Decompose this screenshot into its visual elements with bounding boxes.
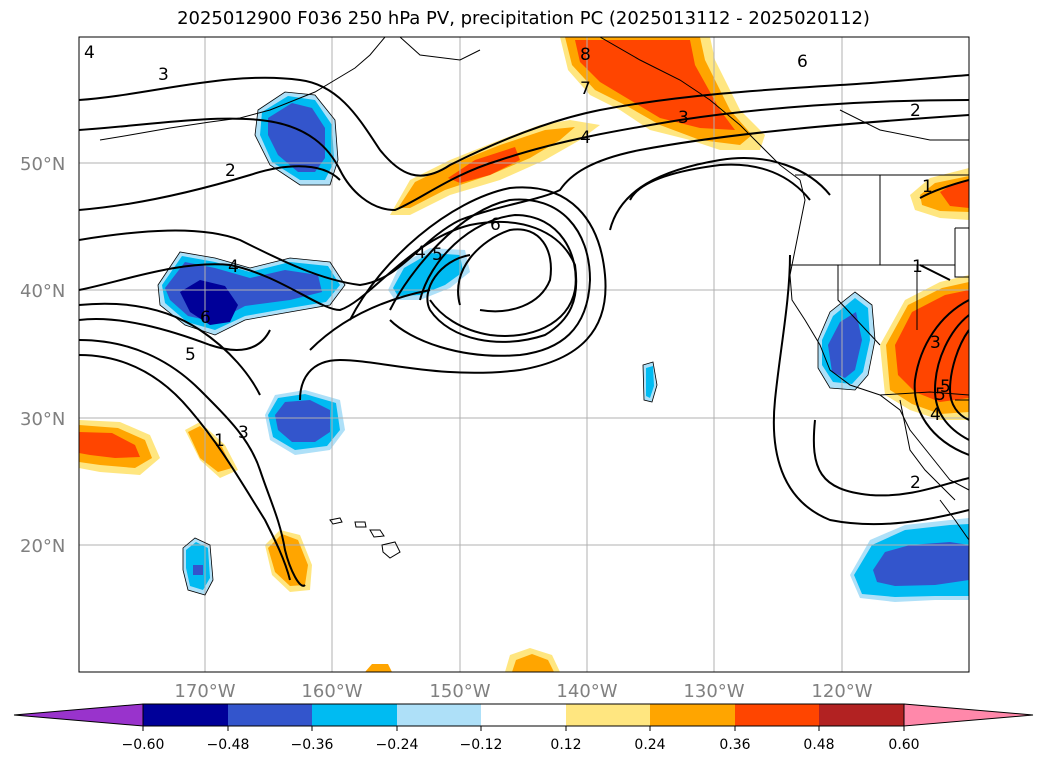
contour-label: 4 <box>930 405 941 425</box>
colorbar-extend-high <box>903 703 1034 727</box>
contour-label: 5 <box>940 377 951 397</box>
colorbar-swatch <box>819 704 904 726</box>
colorbar-tick-label: 0.12 <box>550 737 581 753</box>
colorbar-tick-label: 0.48 <box>803 737 834 753</box>
lon-label-120w: 120°W <box>811 681 872 702</box>
colorbar-tick-label: −0.24 <box>376 737 419 753</box>
colorbar-tick-label: −0.48 <box>207 737 250 753</box>
colorbar-tick-label: −0.60 <box>122 737 165 753</box>
contour-label: 7 <box>580 79 591 99</box>
contour-label: 4 <box>228 257 239 277</box>
contour-label: 3 <box>930 333 941 353</box>
contour-label: 4 <box>580 128 591 148</box>
colorbar: −0.60 −0.48 −0.36 −0.24 −0.12 0.12 0.24 … <box>13 703 1034 753</box>
contour-label: 3 <box>158 65 169 85</box>
coastlines <box>99 37 969 559</box>
contour-label: 2 <box>225 161 236 181</box>
contour-label: 3 <box>678 108 689 128</box>
lat-label-20n: 20°N <box>20 536 65 557</box>
contour-label: 5 <box>185 345 196 365</box>
lat-label-40n: 40°N <box>20 281 65 302</box>
colorbar-extend-low <box>13 703 144 727</box>
lat-label-50n: 50°N <box>20 154 65 175</box>
colorbar-tick-label: 0.24 <box>634 737 665 753</box>
colorbar-tick-label: −0.36 <box>291 737 334 753</box>
colorbar-swatch <box>566 704 650 726</box>
contour-label: 5 <box>432 245 443 265</box>
colorbar-swatch <box>481 704 566 726</box>
colorbar-swatch <box>312 704 397 726</box>
contour-label: 2 <box>910 101 921 121</box>
contour-label: 1 <box>922 177 933 197</box>
contour-label: 5 <box>935 385 946 405</box>
pv-contour-labels: 4 3 2 4 6 5 4 5 6 7 8 6 2 4 1 1 3 5 2 3 … <box>84 43 951 493</box>
colorbar-swatch <box>397 704 481 726</box>
latitude-labels: 50°N 40°N 30°N 20°N <box>20 154 65 557</box>
lon-label-150w: 150°W <box>429 681 490 702</box>
contour-label: 4 <box>84 43 95 63</box>
lon-label-160w: 160°W <box>301 681 362 702</box>
lat-label-30n: 30°N <box>20 409 65 430</box>
longitude-labels: 170°W 160°W 150°W 140°W 130°W 120°W <box>174 681 872 702</box>
contour-label: 1 <box>912 257 923 277</box>
map-title: 2025012900 F036 250 hPa PV, precipitatio… <box>177 8 870 29</box>
colorbar-tick-label: 0.36 <box>719 737 750 753</box>
contour-label: 6 <box>490 215 501 235</box>
colorbar-swatch <box>228 704 312 726</box>
lon-label-170w: 170°W <box>174 681 235 702</box>
pv-contours <box>79 74 969 587</box>
contour-label: 3 <box>238 423 249 443</box>
lon-label-130w: 130°W <box>683 681 744 702</box>
contour-label: 6 <box>200 308 211 328</box>
map-frame <box>78 36 970 673</box>
colorbar-swatch <box>143 704 228 726</box>
contour-label: 2 <box>910 473 921 493</box>
contour-label: 8 <box>580 45 591 65</box>
colorbar-tick-label: −0.12 <box>460 737 503 753</box>
colorbar-tick-label: 0.60 <box>888 737 919 753</box>
colorbar-swatch <box>650 704 735 726</box>
contour-label: 1 <box>214 431 225 451</box>
contour-label: 6 <box>797 52 808 72</box>
contour-label: 4 <box>415 243 426 263</box>
colorbar-swatch <box>735 704 819 726</box>
lon-label-140w: 140°W <box>556 681 617 702</box>
